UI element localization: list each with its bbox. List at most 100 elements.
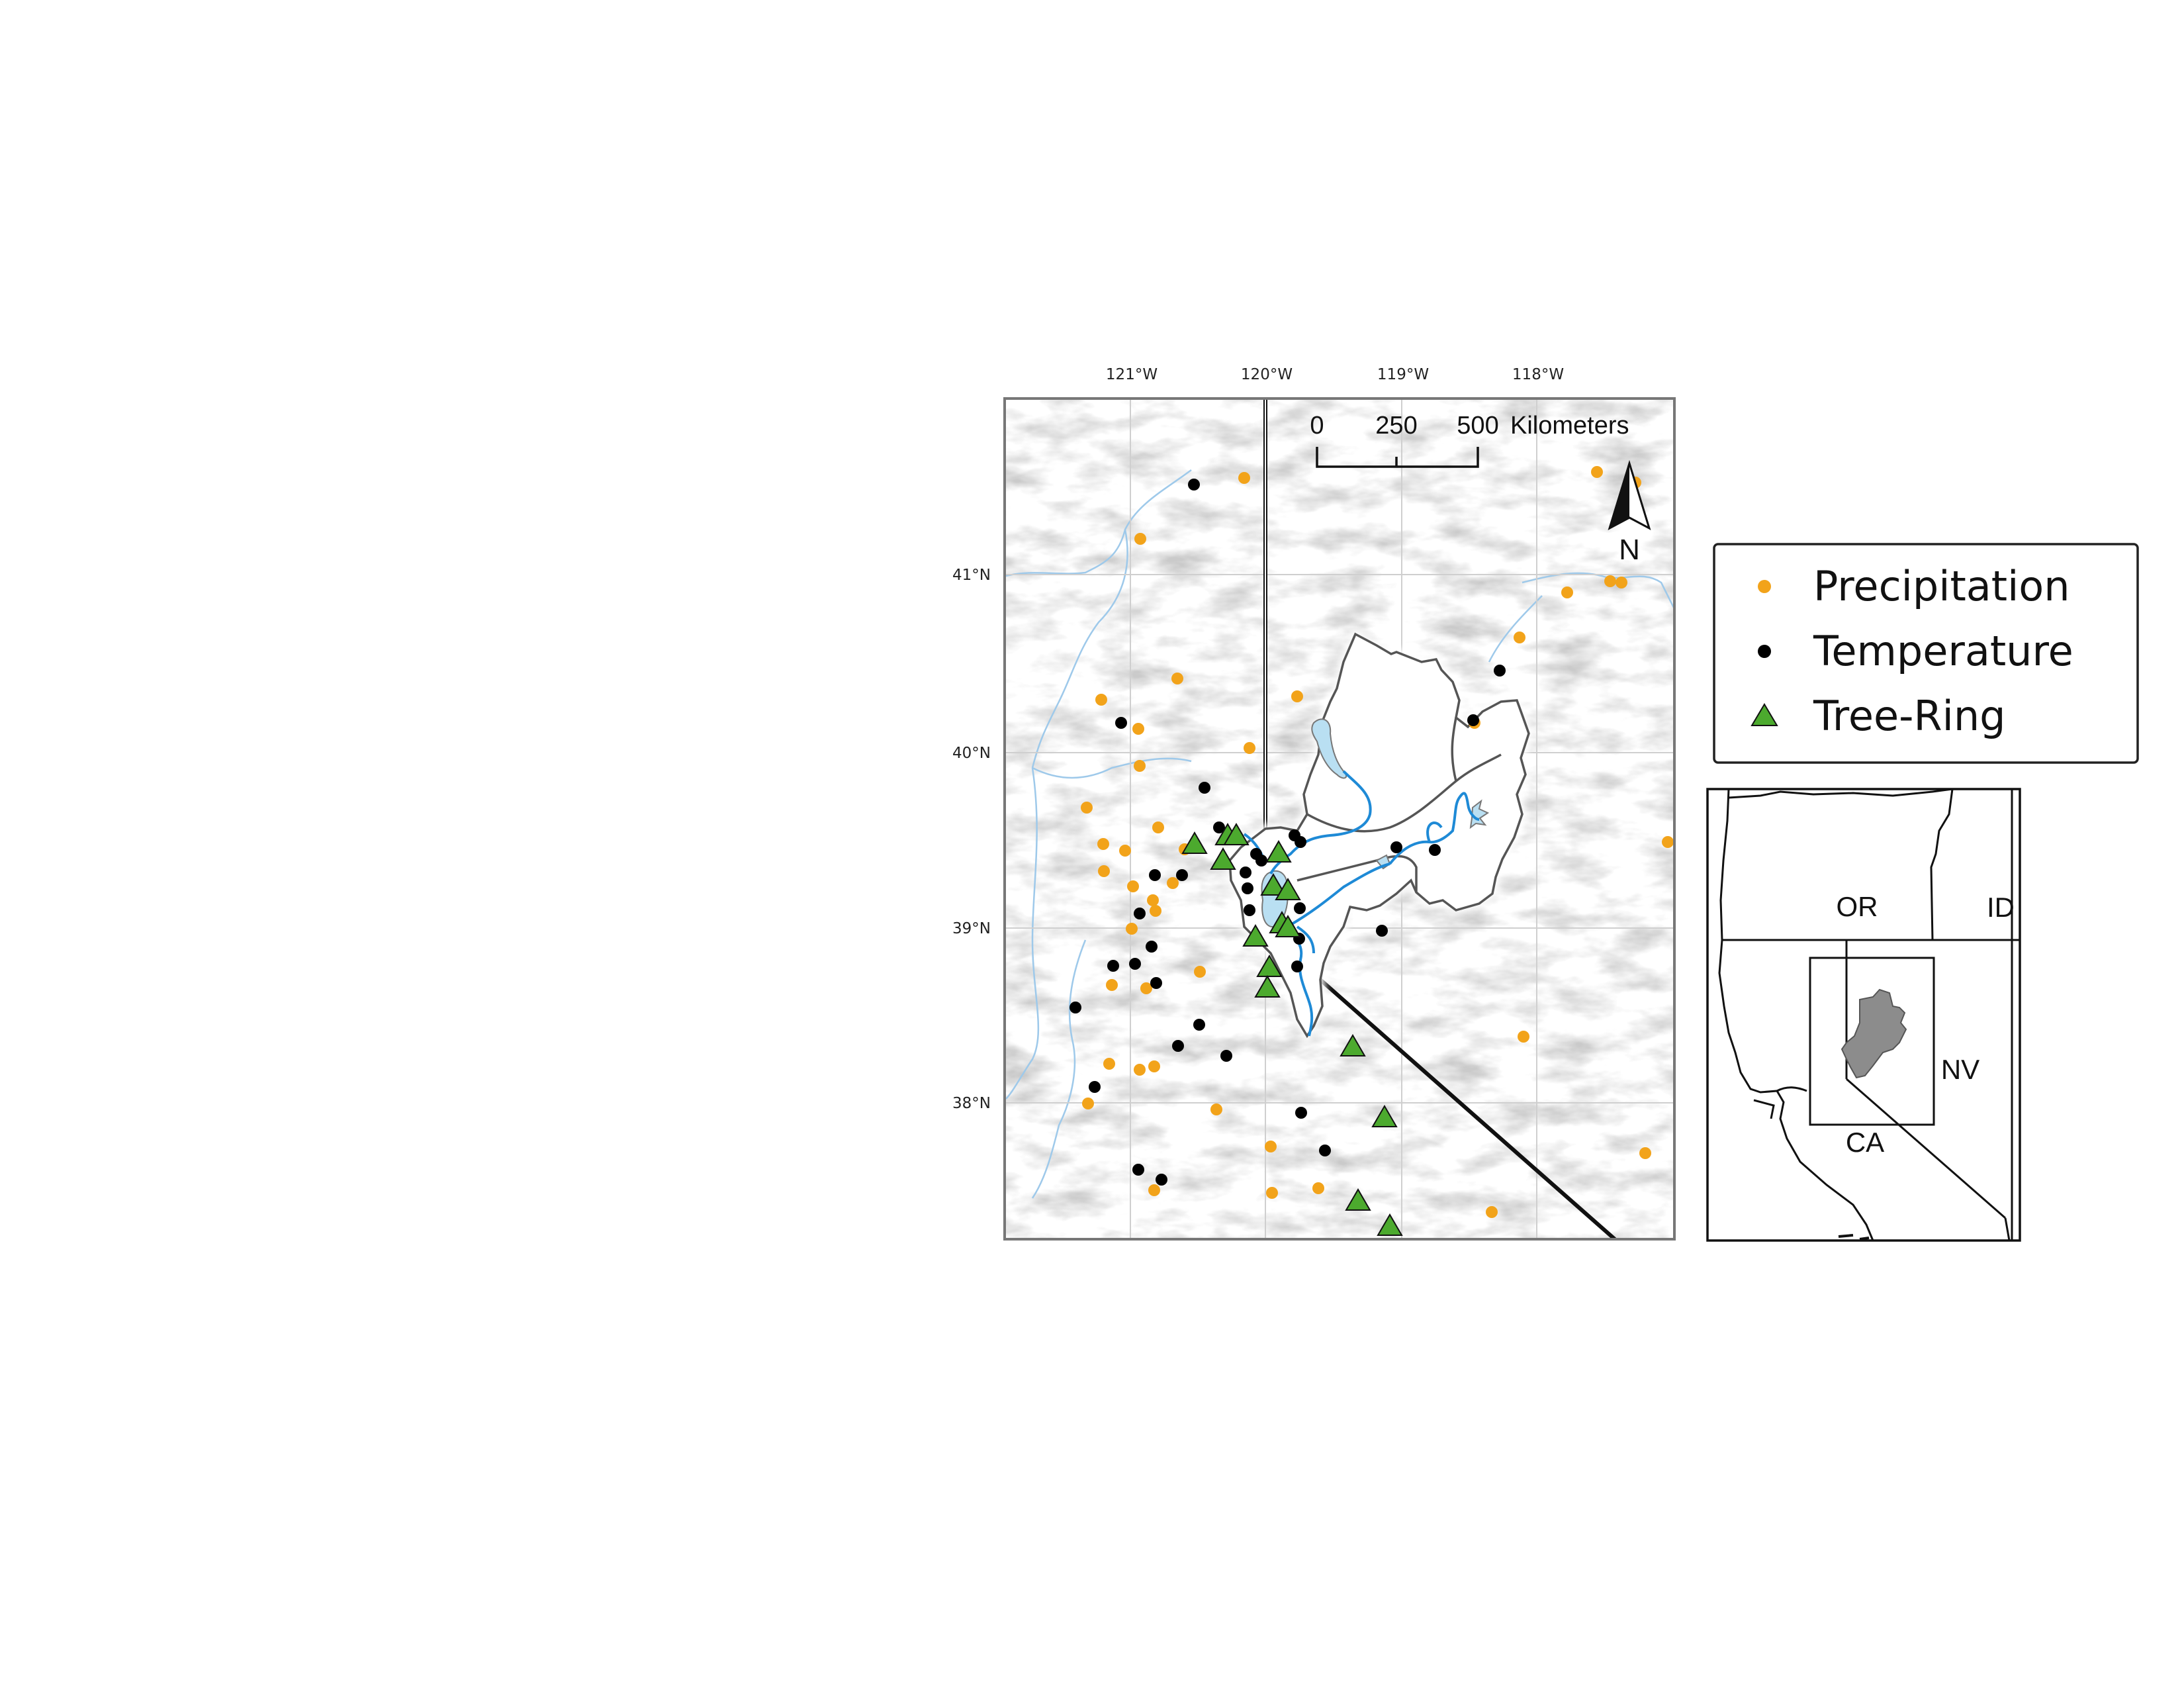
north-label: N xyxy=(1619,534,1640,566)
precipitation-station xyxy=(1238,472,1250,484)
precipitation-station xyxy=(1132,723,1144,735)
precipitation-station xyxy=(1662,836,1674,848)
precipitation-station xyxy=(1615,577,1627,588)
precipitation-symbol xyxy=(1758,580,1771,593)
precipitation-station xyxy=(1119,845,1131,857)
inset-map: OR ID NV CA xyxy=(1706,788,2021,1242)
scale-tick-label: 250 xyxy=(1375,412,1417,440)
lon-label: 120°W xyxy=(1241,366,1293,383)
temperature-station xyxy=(1295,836,1306,848)
precipitation-station xyxy=(1081,802,1093,814)
tree-ring-site xyxy=(1371,1105,1398,1127)
tree-ring-site xyxy=(1275,915,1301,937)
tree-ring-site xyxy=(1223,823,1250,845)
temperature-station xyxy=(1242,882,1253,894)
temperature-station xyxy=(1244,904,1255,916)
precipitation-station xyxy=(1134,1064,1146,1076)
precipitation-station xyxy=(1171,673,1183,684)
inset-extent-box xyxy=(1809,957,1935,1126)
tree-ring-site xyxy=(1345,1188,1371,1211)
tree-ring-site xyxy=(1340,1034,1366,1056)
precipitation-station xyxy=(1265,1141,1277,1152)
temperature-station xyxy=(1129,958,1141,970)
precipitation-station xyxy=(1098,865,1110,877)
inset-label-id: ID xyxy=(1987,892,2015,923)
precipitation-station xyxy=(1140,982,1152,994)
precipitation-station xyxy=(1147,894,1159,906)
pyramid-lake xyxy=(1311,718,1347,779)
latitude-labels: 41°N 40°N 39°N 38°N xyxy=(952,567,991,1112)
temperature-station xyxy=(1146,941,1158,953)
inset-frame xyxy=(1706,788,2021,1242)
inset-label-ca: CA xyxy=(1846,1127,1884,1158)
scale-bar: 0 250 500 Kilometers xyxy=(1310,412,1629,468)
precipitation-station xyxy=(1244,742,1255,754)
precipitation-station xyxy=(1604,575,1616,587)
tree-ring-site xyxy=(1265,840,1292,863)
temperature-station xyxy=(1429,844,1441,856)
temperature-station xyxy=(1150,977,1162,989)
precipitation-stations xyxy=(1081,466,1674,1218)
temperature-station xyxy=(1240,867,1251,878)
precipitation-station xyxy=(1106,979,1118,991)
temperature-station xyxy=(1115,717,1127,729)
precipitation-station xyxy=(1561,586,1573,598)
precipitation-station xyxy=(1148,1184,1160,1196)
temperature-station xyxy=(1069,1002,1081,1013)
temperature-station xyxy=(1132,1164,1144,1176)
temperature-stations xyxy=(1069,479,1506,1186)
temperature-station xyxy=(1494,665,1506,677)
temperature-station xyxy=(1107,960,1119,972)
precipitation-station xyxy=(1148,1060,1160,1072)
temperature-station xyxy=(1390,841,1402,853)
tree-ring-site xyxy=(1275,878,1301,900)
legend-label: Temperature xyxy=(1813,627,2073,675)
temperature-station xyxy=(1149,869,1161,881)
temperature-station xyxy=(1156,1174,1167,1186)
precipitation-station xyxy=(1639,1147,1651,1159)
temperature-station xyxy=(1089,1081,1101,1093)
precipitation-station xyxy=(1167,877,1179,889)
lon-label: 119°W xyxy=(1377,366,1429,383)
temperature-station xyxy=(1134,908,1146,919)
precipitation-station xyxy=(1097,838,1109,850)
temperature-station xyxy=(1213,821,1225,833)
north-arrow-icon: N xyxy=(1608,459,1651,566)
temperature-station xyxy=(1172,1040,1184,1052)
precipitation-station xyxy=(1127,880,1139,892)
temperature-station xyxy=(1188,479,1200,491)
precipitation-station xyxy=(1514,632,1525,643)
temperature-station xyxy=(1291,961,1303,972)
scale-tick-label: 500 xyxy=(1457,412,1498,440)
temperature-station xyxy=(1295,1107,1307,1119)
temperature-station xyxy=(1319,1145,1331,1156)
precipitation-station xyxy=(1082,1098,1094,1109)
precipitation-station xyxy=(1150,905,1161,917)
temperature-symbol xyxy=(1758,645,1771,658)
precipitation-station xyxy=(1210,1103,1222,1115)
tree-ring-site xyxy=(1181,831,1208,854)
tree-ring-site xyxy=(1254,975,1281,998)
inset-label-or: OR xyxy=(1837,891,1878,922)
tree-ring-sites xyxy=(1181,823,1403,1236)
scale-tick-label: 0 xyxy=(1310,412,1324,440)
precipitation-station xyxy=(1134,760,1146,772)
main-map xyxy=(1003,397,1676,1241)
precipitation-station xyxy=(1095,694,1107,706)
scale-unit-label: Kilometers xyxy=(1510,412,1629,440)
lon-label: 121°W xyxy=(1106,366,1158,383)
map-frame xyxy=(1003,397,1676,1241)
tree-ring-symbol xyxy=(1751,703,1778,726)
carson-sink xyxy=(1469,799,1490,829)
precipitation-station xyxy=(1518,1031,1529,1043)
temperature-station xyxy=(1294,902,1306,914)
lat-label: 38°N xyxy=(952,1095,991,1112)
precipitation-station xyxy=(1152,821,1164,833)
lat-label: 39°N xyxy=(952,920,991,937)
inset-basin-shape xyxy=(1841,988,1907,1079)
lon-label: 118°W xyxy=(1512,366,1564,383)
temperature-station xyxy=(1376,925,1388,937)
precipitation-station xyxy=(1312,1182,1324,1194)
tree-ring-site xyxy=(1210,847,1236,870)
